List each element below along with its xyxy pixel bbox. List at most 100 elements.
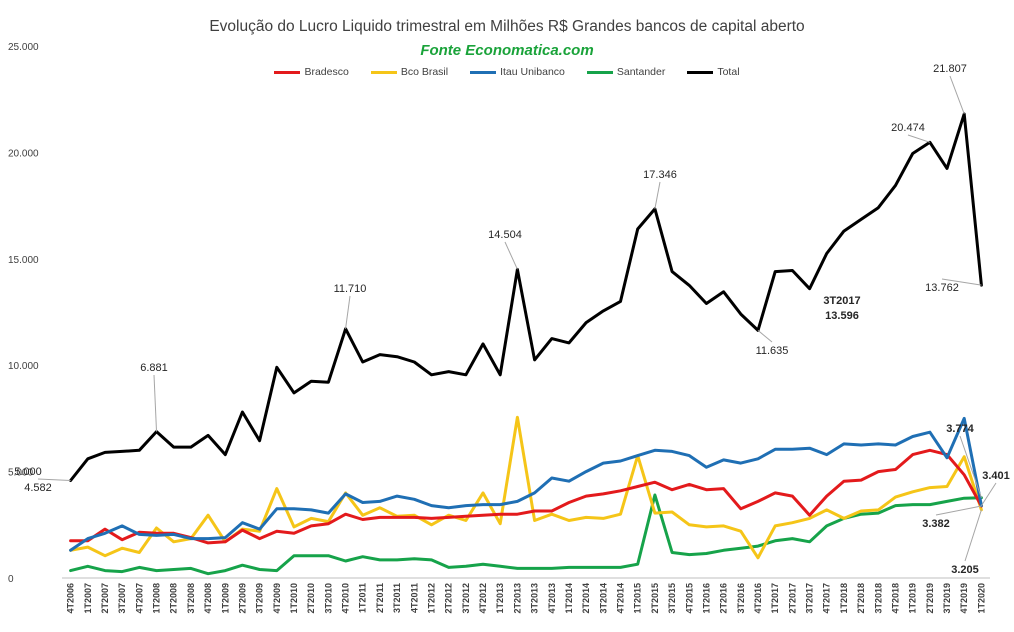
x-tick-label: 3T2010 (323, 583, 333, 614)
x-tick-label: 2T2019 (925, 583, 935, 614)
data-label: 5.000 (14, 466, 42, 478)
x-tick-label: 3T2011 (392, 583, 402, 613)
callout-line (757, 330, 773, 343)
x-tick-label: 3T2015 (667, 583, 677, 614)
legend-entry-bradesco: Bradesco (274, 66, 349, 78)
x-tick-label: 3T2009 (255, 583, 265, 614)
x-tick-label: 2T2012 (444, 583, 454, 614)
data-label: 20.474 (891, 122, 925, 134)
x-tick-label: 4T2007 (134, 583, 144, 614)
data-label: 3.774 (946, 423, 974, 435)
legend-label-total: Total (717, 66, 740, 78)
x-tick-label: 3T2007 (117, 583, 127, 614)
x-tick-label: 2T2013 (512, 583, 522, 614)
x-tick-label: 4T2009 (272, 583, 282, 614)
legend-label-santander: Santander (616, 66, 666, 78)
x-tick-label: 2T2014 (581, 583, 591, 614)
x-tick-label: 1T2019 (908, 583, 918, 614)
x-tick-label: 3T2017 (805, 583, 815, 614)
legend-swatch-bco-brasil (370, 70, 397, 74)
x-tick-label: 1T2011 (358, 583, 368, 613)
x-tick-label: 3T2012 (461, 583, 471, 614)
data-label: 14.504 (488, 229, 522, 241)
x-tick-label: 2T2018 (856, 583, 866, 614)
callout-line (37, 478, 71, 481)
series-line-itau-unibanco (69, 416, 983, 552)
x-tick-label: 3T2014 (598, 583, 608, 614)
legend-label-itau-unibanco: Itau Unibanco (500, 66, 565, 78)
legend-swatch-bradesco (274, 70, 301, 74)
legend-swatch-itau-unibanco (470, 70, 497, 74)
y-tick-label: 0 (8, 574, 14, 585)
x-tick-label: 4T2012 (478, 583, 488, 614)
x-tick-label: 4T2013 (547, 583, 557, 614)
data-label: 6.881 (140, 362, 168, 374)
x-tick-label: 3T2016 (736, 583, 746, 614)
x-tick-label: 4T2008 (203, 583, 213, 614)
x-tick-label: 1T2012 (426, 583, 436, 614)
x-tick-label: 1T2010 (289, 583, 299, 614)
series-line-bco-brasil (69, 415, 983, 560)
data-label: 21.807 (933, 63, 967, 75)
callout-line (949, 75, 965, 115)
data-label: 4.582 (24, 482, 52, 494)
legend-entry-total: Total (687, 66, 740, 78)
x-tick-label: 2T2011 (375, 583, 385, 613)
x-tick-label: 4T2010 (341, 583, 351, 614)
x-tick-label: 4T2006 (66, 583, 76, 614)
x-tick-label: 2T2016 (719, 583, 729, 614)
x-tick-label: 1T2015 (633, 583, 643, 614)
x-tick-label: 1T2020 (976, 583, 986, 614)
legend-swatch-total (687, 70, 714, 74)
x-tick-label: 2T2008 (169, 583, 179, 614)
data-label: 11.710 (334, 283, 367, 295)
x-tick-label: 3T2008 (186, 583, 196, 614)
legend-label-bco-brasil: Bco Brasil (400, 66, 449, 78)
x-tick-label: 2T2007 (100, 583, 110, 614)
callout-line (935, 505, 982, 516)
data-label: 17.346 (643, 169, 677, 181)
y-tick-label: 10.000 (8, 361, 39, 372)
callout-line (964, 509, 982, 562)
x-tick-label: 4T2011 (409, 583, 419, 613)
callout-line (907, 134, 931, 143)
data-label: 3.401 (982, 470, 1010, 482)
legend-entry-itau-unibanco: Itau Unibanco (470, 66, 565, 78)
x-tick-label: 1T2017 (770, 583, 780, 614)
x-tick-label: 1T2016 (701, 583, 711, 614)
x-tick-label: 4T2018 (890, 583, 900, 614)
callout-line (959, 435, 982, 498)
x-tick-label: 4T2016 (753, 583, 763, 614)
data-label-period: 3T2017 (823, 295, 860, 307)
x-tick-label: 1T2018 (839, 583, 849, 614)
y-tick-label: 15.000 (8, 255, 39, 266)
data-label: 3.382 (922, 518, 950, 530)
legend-entry-santander: Santander (586, 66, 666, 78)
legend-label-bradesco: Bradesco (304, 66, 349, 78)
x-tick-label: 4T2014 (616, 583, 626, 614)
x-tick-label: 1T2008 (152, 583, 162, 614)
legend-swatch-santander (586, 70, 613, 74)
data-label: 13.596 (825, 310, 859, 322)
x-tick-label: 4T2015 (684, 583, 694, 614)
callout-line (980, 482, 997, 506)
x-tick-label: 2T2009 (237, 583, 247, 614)
x-tick-label: 3T2019 (942, 583, 952, 614)
chart-title: Evolução do Lucro Liquido trimestral em … (209, 18, 805, 35)
y-tick-label: 20.000 (8, 148, 39, 159)
callout-line (941, 278, 982, 286)
x-tick-label: 1T2014 (564, 583, 574, 614)
x-tick-label: 1T2009 (220, 583, 230, 614)
callout-line (654, 181, 661, 209)
x-tick-label: 2T2010 (306, 583, 316, 614)
y-tick-label: 25.000 (8, 42, 39, 53)
data-label: 11.635 (756, 345, 789, 357)
callout-line (345, 295, 351, 329)
legend-entry-bco-brasil: Bco Brasil (370, 66, 449, 78)
callout-line (153, 374, 158, 432)
series-line-total (69, 112, 983, 482)
y-tick-label: 5.000 (8, 468, 33, 479)
x-tick-label: 3T2013 (530, 583, 540, 614)
